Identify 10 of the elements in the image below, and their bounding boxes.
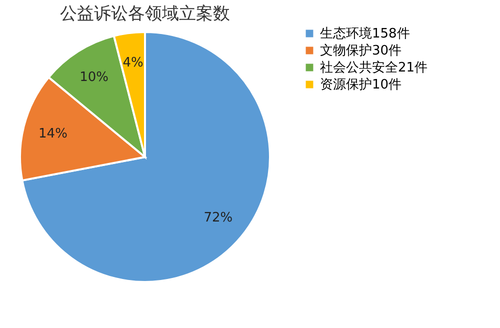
pie-slice [21,31,271,283]
chart-title: 公益诉讼各领域立案数 [60,4,230,24]
data-label: 10% [80,70,109,85]
data-label: 14% [38,126,68,142]
legend-label: 生态环境158件 [320,26,410,42]
data-label: 72% [204,210,233,226]
legend-label: 资源保护10件 [320,78,402,92]
data-label: 4% [122,56,144,71]
legend-label: 社会公共安全21件 [320,60,428,76]
legend-label: 文物保护30件 [320,44,402,58]
